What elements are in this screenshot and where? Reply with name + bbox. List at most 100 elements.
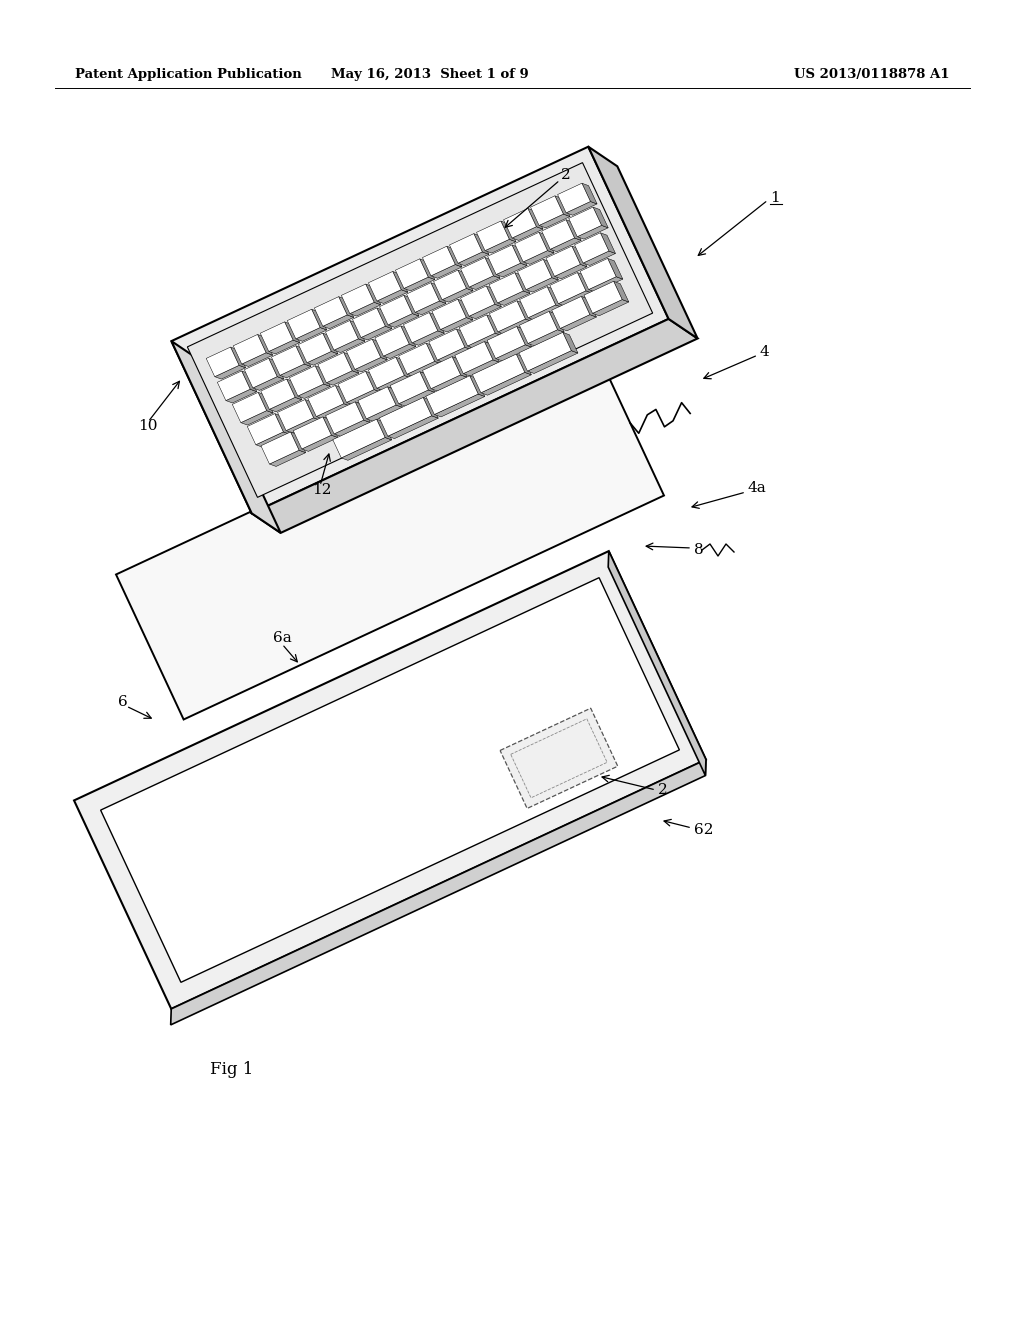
Polygon shape xyxy=(350,302,381,315)
Polygon shape xyxy=(463,360,500,376)
Polygon shape xyxy=(403,296,419,315)
Text: 1: 1 xyxy=(770,191,779,205)
Polygon shape xyxy=(367,405,402,421)
Polygon shape xyxy=(269,397,302,412)
Polygon shape xyxy=(544,259,558,280)
Polygon shape xyxy=(323,417,338,438)
Text: US 2013/0118878 A1: US 2013/0118878 A1 xyxy=(795,69,950,81)
Polygon shape xyxy=(258,334,272,355)
Polygon shape xyxy=(388,416,438,438)
Polygon shape xyxy=(523,251,554,264)
Polygon shape xyxy=(286,418,321,433)
Polygon shape xyxy=(287,379,302,400)
Polygon shape xyxy=(398,389,435,407)
Text: 10: 10 xyxy=(138,418,158,433)
Polygon shape xyxy=(377,289,408,304)
Polygon shape xyxy=(293,417,332,449)
Polygon shape xyxy=(187,162,652,498)
Text: 12: 12 xyxy=(312,483,332,498)
Polygon shape xyxy=(458,271,473,290)
Polygon shape xyxy=(377,308,392,329)
Polygon shape xyxy=(252,319,697,533)
Polygon shape xyxy=(383,345,416,359)
Polygon shape xyxy=(433,271,466,300)
Polygon shape xyxy=(379,397,432,436)
Text: 2: 2 xyxy=(658,783,668,797)
Polygon shape xyxy=(496,345,531,360)
Polygon shape xyxy=(241,411,273,425)
Polygon shape xyxy=(487,246,520,275)
Polygon shape xyxy=(498,290,530,305)
Polygon shape xyxy=(372,339,387,360)
Polygon shape xyxy=(516,354,531,375)
Polygon shape xyxy=(455,342,493,374)
Polygon shape xyxy=(296,346,311,367)
Polygon shape xyxy=(366,371,381,392)
Polygon shape xyxy=(589,277,623,292)
Polygon shape xyxy=(539,232,554,253)
Polygon shape xyxy=(555,264,587,279)
Polygon shape xyxy=(352,308,385,338)
Polygon shape xyxy=(269,450,306,466)
Polygon shape xyxy=(530,195,563,226)
Polygon shape xyxy=(233,334,266,364)
Polygon shape xyxy=(398,343,434,374)
Polygon shape xyxy=(369,272,401,301)
Polygon shape xyxy=(314,297,347,326)
Polygon shape xyxy=(271,346,304,375)
Polygon shape xyxy=(528,305,562,321)
Polygon shape xyxy=(261,432,299,465)
Polygon shape xyxy=(555,195,570,216)
Polygon shape xyxy=(432,300,466,330)
Polygon shape xyxy=(563,333,578,352)
Text: Patent Application Publication: Patent Application Publication xyxy=(75,69,302,81)
Polygon shape xyxy=(519,333,571,371)
Polygon shape xyxy=(326,401,364,434)
Polygon shape xyxy=(485,257,500,279)
Polygon shape xyxy=(431,375,467,391)
Polygon shape xyxy=(346,389,381,405)
Polygon shape xyxy=(171,759,706,1024)
Polygon shape xyxy=(361,326,392,341)
Polygon shape xyxy=(403,313,437,343)
Polygon shape xyxy=(298,333,331,363)
Polygon shape xyxy=(497,263,527,277)
Polygon shape xyxy=(584,281,623,313)
Polygon shape xyxy=(327,371,358,385)
Polygon shape xyxy=(457,329,471,350)
Polygon shape xyxy=(296,327,327,342)
Polygon shape xyxy=(481,372,531,395)
Polygon shape xyxy=(171,147,669,513)
Polygon shape xyxy=(472,354,524,393)
Polygon shape xyxy=(593,300,629,315)
Polygon shape xyxy=(512,227,543,240)
Polygon shape xyxy=(377,420,392,440)
Polygon shape xyxy=(539,214,570,228)
Polygon shape xyxy=(215,366,246,379)
Polygon shape xyxy=(486,286,502,306)
Polygon shape xyxy=(308,385,344,417)
Polygon shape xyxy=(305,400,321,420)
Polygon shape xyxy=(380,296,413,325)
Polygon shape xyxy=(217,371,250,400)
Polygon shape xyxy=(323,315,354,329)
Polygon shape xyxy=(581,259,616,289)
Polygon shape xyxy=(285,322,300,343)
Polygon shape xyxy=(387,387,402,408)
Polygon shape xyxy=(426,343,441,364)
Polygon shape xyxy=(542,219,574,249)
Polygon shape xyxy=(339,297,354,317)
Text: 4: 4 xyxy=(760,345,770,359)
Polygon shape xyxy=(288,309,321,339)
Polygon shape xyxy=(469,304,502,318)
Polygon shape xyxy=(375,326,410,356)
Polygon shape xyxy=(528,330,564,346)
Polygon shape xyxy=(245,358,278,388)
Polygon shape xyxy=(344,352,358,374)
Polygon shape xyxy=(440,318,473,331)
Polygon shape xyxy=(396,358,411,378)
Polygon shape xyxy=(517,326,531,347)
Text: 62: 62 xyxy=(694,822,714,837)
Polygon shape xyxy=(420,372,435,392)
Polygon shape xyxy=(571,246,587,267)
